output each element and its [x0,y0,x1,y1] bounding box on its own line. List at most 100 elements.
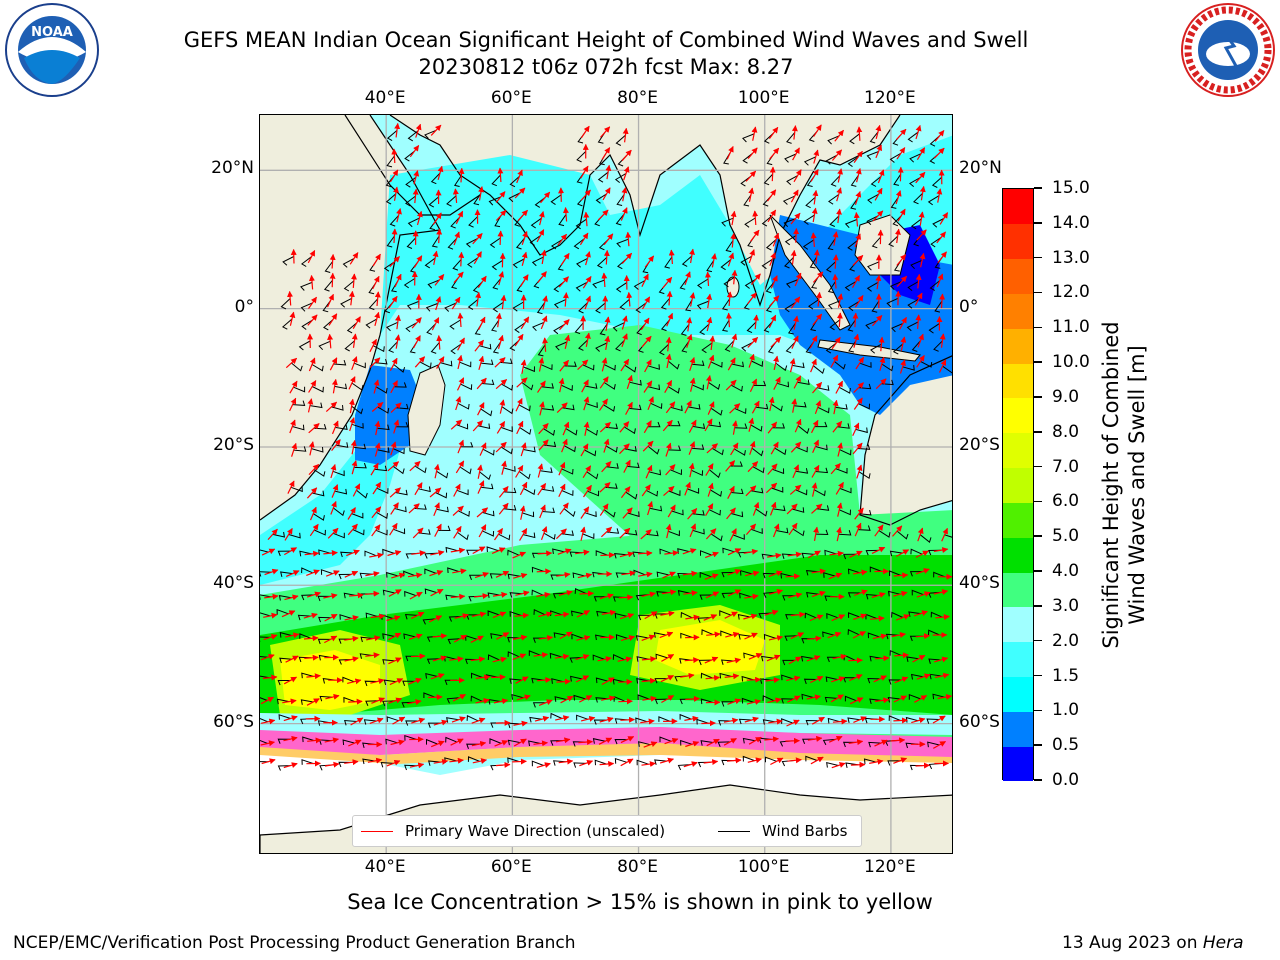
wave-arrow [452,188,459,203]
wind-barb [783,218,796,228]
wind-barb [615,213,625,226]
wind-barb [648,469,662,476]
wind-barb [414,465,427,474]
wind-barb [927,741,940,748]
wave-arrow [554,611,570,618]
wave-arrow [390,502,399,515]
wind-barb [552,548,565,554]
wave-arrow [894,228,901,244]
wave-arrow [897,166,904,182]
wave-arrow [752,501,760,516]
wind-barb [582,533,595,540]
wind-barb [911,589,924,596]
wind-barb [301,672,314,679]
wave-arrow [287,290,294,306]
wave-arrow [854,522,862,537]
wind-barb [569,657,583,663]
wind-barb [466,715,479,722]
wave-arrow [871,592,886,599]
wave-arrow [453,271,464,284]
wave-arrow [456,377,465,391]
wind-barb [452,259,462,271]
wave-arrow [727,485,735,499]
wind-barb [784,153,797,163]
wind-barb [847,240,858,251]
colorbar-title-line1: Significant Height of Combined [1099,321,1123,649]
wind-barb [392,465,405,475]
legend-barbs-label: Wind Barbs [762,822,848,840]
wave-arrow [850,761,866,768]
lon-tick-bottom-1: 60°E [490,857,532,877]
wave-arrow [852,312,859,328]
wind-barb [277,765,291,771]
wave-arrow [582,465,592,479]
wave-arrow [562,292,569,307]
wind-barb [871,300,880,313]
wind-barb [299,633,312,639]
wind-barb [426,738,438,745]
mozambique-channel-blue [355,365,420,465]
wind-barb [359,572,373,579]
wave-arrow [331,420,339,435]
wind-barb [636,323,646,336]
wind-barb [479,343,492,350]
wave-arrow [748,187,755,202]
wave-arrow [601,357,608,372]
lon-tick-bottom-2: 80°E [617,857,658,877]
wind-barb [477,423,491,430]
wave-arrow [662,571,676,579]
wind-barb [279,657,292,664]
wave-arrow [831,149,843,161]
wind-barb [928,549,941,556]
wind-barb [553,281,565,293]
wind-barb [521,382,534,391]
wind-barb [403,633,416,639]
wind-barb [742,755,755,762]
wind-barb [560,384,573,391]
wind-barb [742,152,753,164]
wave-arrow [851,274,861,288]
lon-tick-bottom-3: 100°E [737,857,790,877]
wind-barb [797,379,810,386]
wind-barb [260,718,269,723]
wind-barb [734,448,746,456]
wind-barb [592,571,605,578]
wave-arrow [494,528,503,541]
wind-barb [751,360,764,367]
wave-arrow [621,333,628,348]
wind-barb [763,132,774,144]
wave-arrow [853,212,860,227]
wind-barb [795,446,808,453]
wind-barb [926,718,940,724]
wind-barb [382,633,395,639]
wave-arrow [895,190,902,205]
wind-barb [786,175,798,186]
wave-arrow [583,396,590,411]
wave-arrow [390,441,397,456]
wave-arrow [413,255,423,268]
wind-barb [638,614,651,621]
wind-barb [523,446,536,453]
wind-barb [833,361,846,370]
wave-arrow [451,296,461,310]
wind-barb [360,636,374,643]
wave-arrow [936,273,944,288]
wind-barb [595,697,609,703]
wind-barb [472,281,483,293]
wind-barb [491,259,503,271]
wave-arrow [790,189,799,203]
wave-arrow [701,720,716,727]
wave-arrow [452,568,467,575]
wave-arrow [344,615,359,621]
wind-barb [530,217,542,229]
wind-barb [827,717,841,724]
wave-arrow [453,525,462,539]
legend: Primary Wave Direction (unscaled) Wind B… [352,815,862,847]
wave-arrow [371,524,381,537]
wind-barb [447,567,460,574]
wave-arrow [476,464,483,479]
wave-arrow [915,273,922,289]
wave-arrow [877,169,885,184]
wind-barb [386,130,398,142]
wind-barb [785,279,799,289]
